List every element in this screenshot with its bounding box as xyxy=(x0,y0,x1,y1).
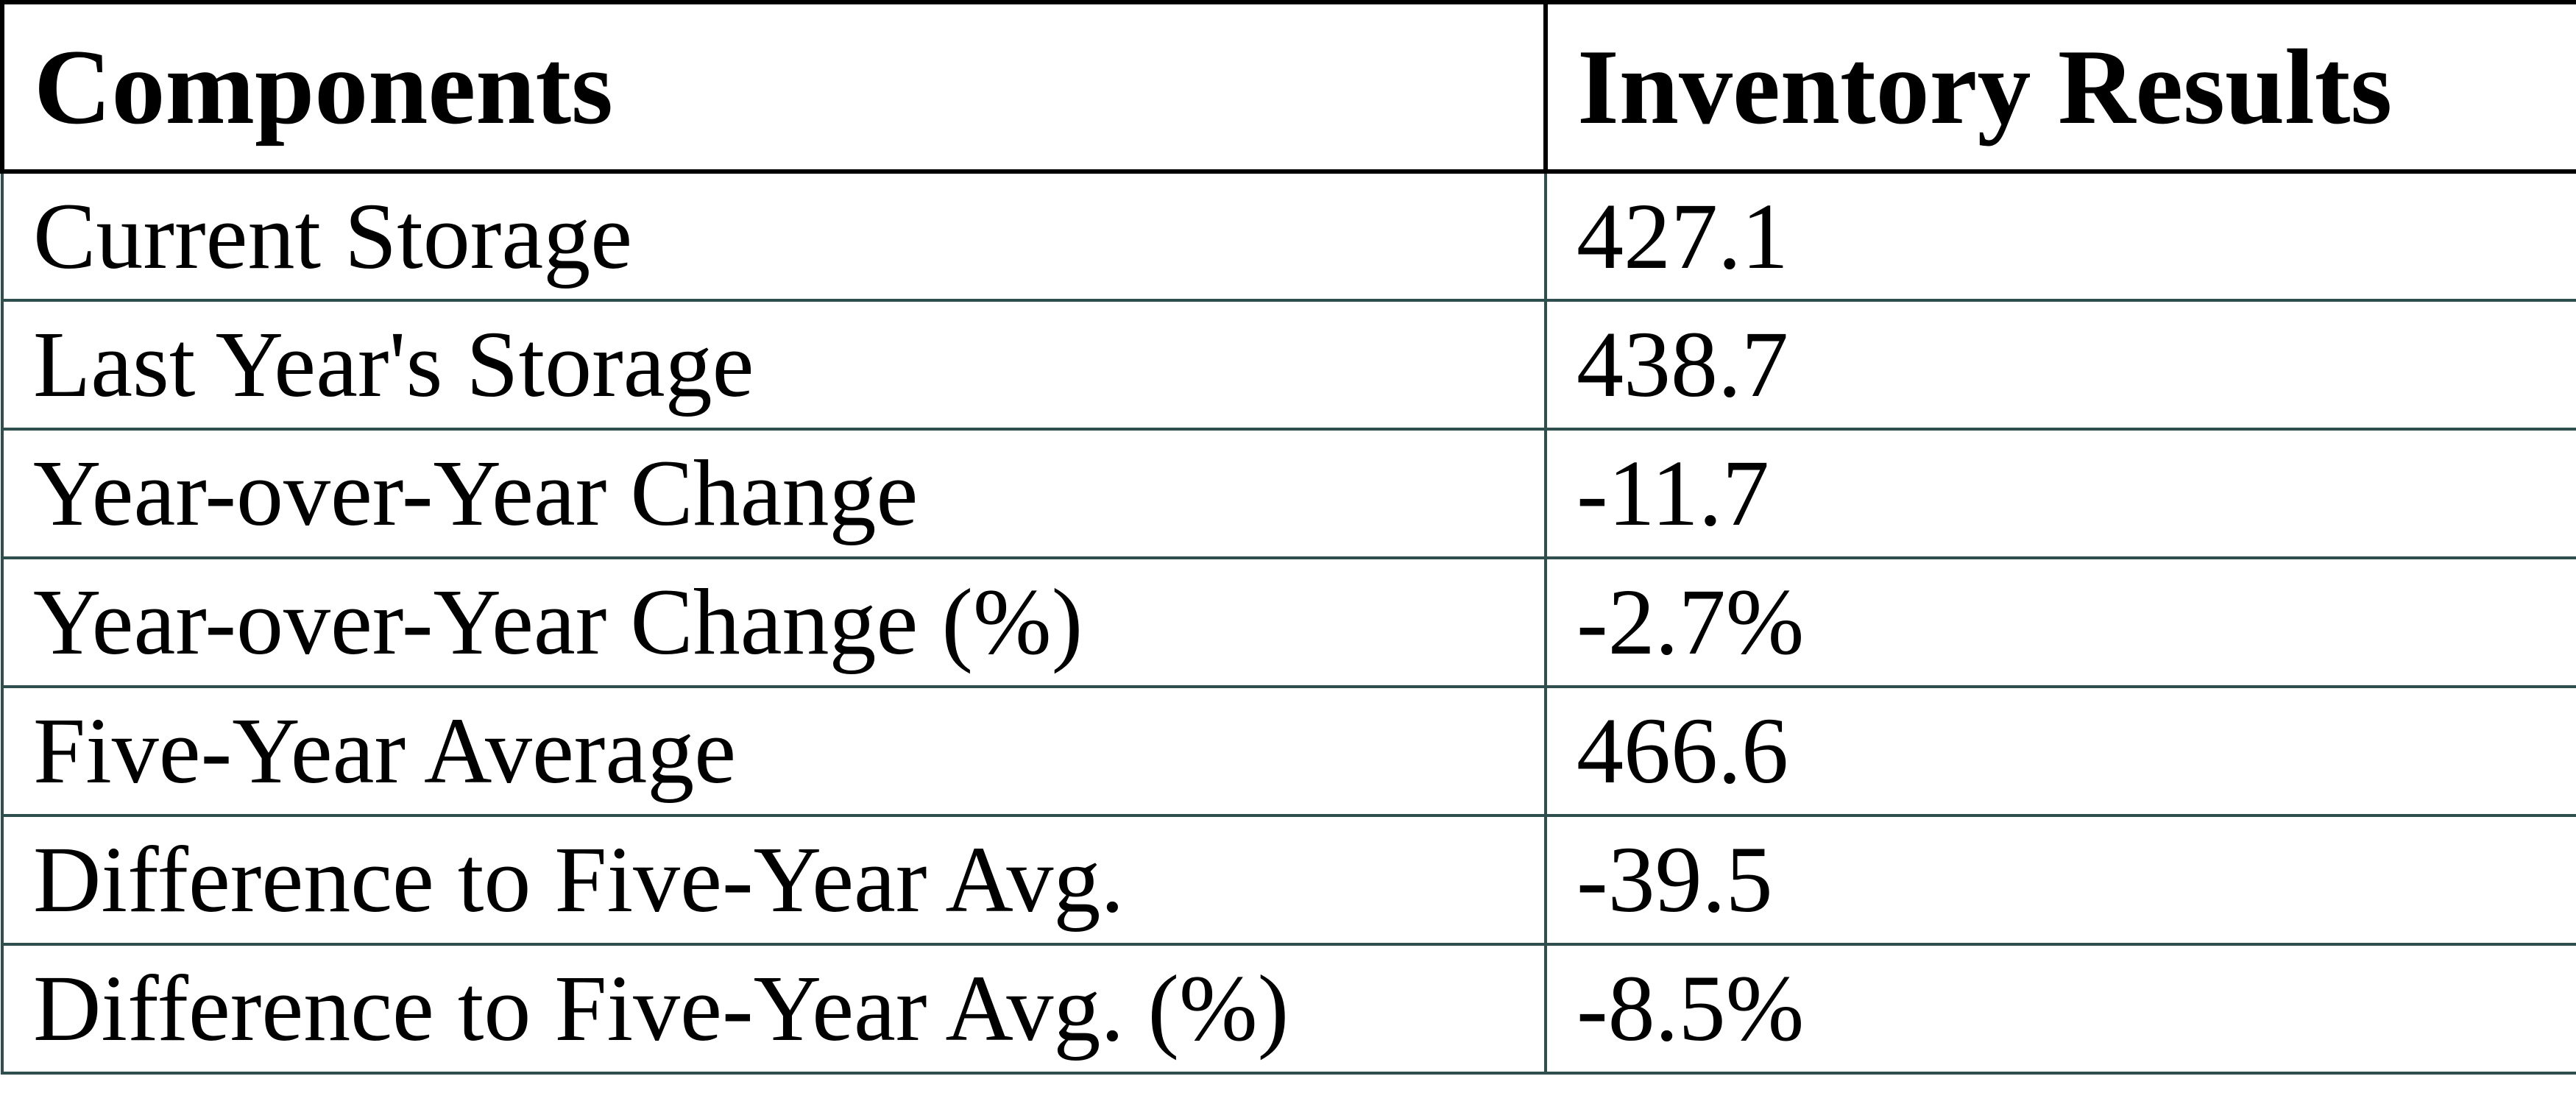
result-value: -11.7 xyxy=(1544,428,2576,559)
component-label: Last Year's Storage xyxy=(1,299,1547,431)
table-row: Year-over-Year Change -11.7 xyxy=(1,428,2576,559)
inventory-results-table: Components Inventory Results Current Sto… xyxy=(0,0,2576,1075)
component-label: Five-Year Average xyxy=(1,685,1547,817)
component-label: Year-over-Year Change xyxy=(1,428,1547,559)
table-row: Year-over-Year Change (%) -2.7% xyxy=(1,556,2576,688)
result-value: 438.7 xyxy=(1544,299,2576,431)
table-row: Five-Year Average 466.6 xyxy=(1,685,2576,817)
result-value: -39.5 xyxy=(1544,814,2576,946)
table-row: Difference to Five-Year Avg. (%) -8.5% xyxy=(1,943,2576,1075)
result-value: 466.6 xyxy=(1544,685,2576,817)
table-row: Current Storage 427.1 xyxy=(1,170,2576,302)
component-label: Current Storage xyxy=(1,170,1547,302)
table-row: Last Year's Storage 438.7 xyxy=(1,299,2576,431)
column-header-components: Components xyxy=(0,0,1548,174)
component-label: Year-over-Year Change (%) xyxy=(1,556,1547,688)
header-row: Components Inventory Results xyxy=(0,0,2576,174)
result-value: 427.1 xyxy=(1544,170,2576,302)
table-row: Difference to Five-Year Avg. -39.5 xyxy=(1,814,2576,946)
column-header-inventory-results: Inventory Results xyxy=(1543,0,2576,174)
result-value: -2.7% xyxy=(1544,556,2576,688)
component-label: Difference to Five-Year Avg. xyxy=(1,814,1547,946)
component-label: Difference to Five-Year Avg. (%) xyxy=(1,943,1547,1075)
result-value: -8.5% xyxy=(1544,943,2576,1075)
